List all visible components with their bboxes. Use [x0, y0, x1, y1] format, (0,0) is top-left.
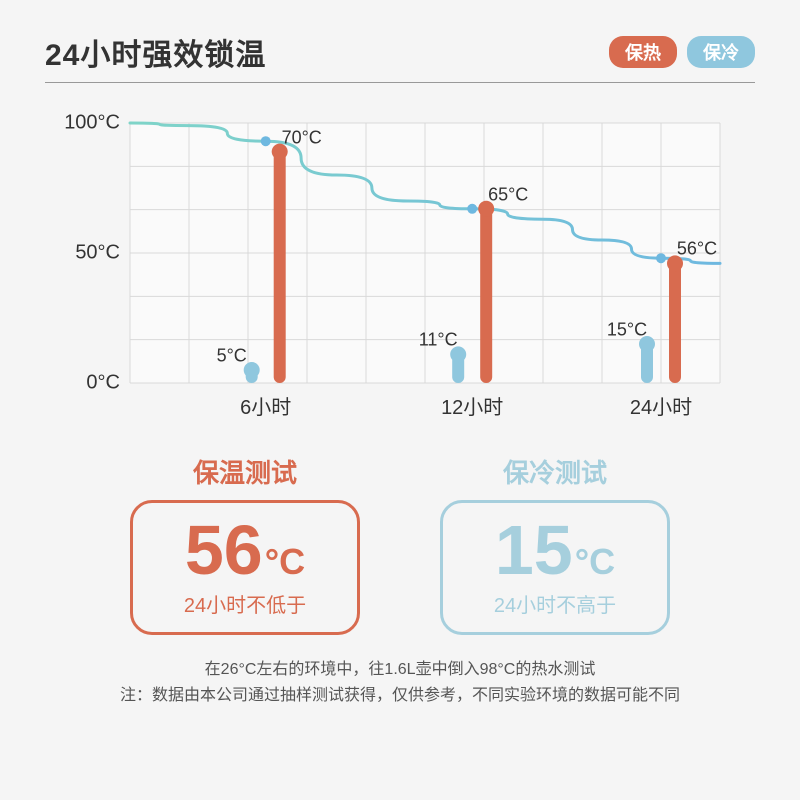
- result-hot-unit: °C: [265, 544, 305, 580]
- bar-label-hot-2: 56°C: [677, 239, 717, 260]
- bar-label-cold-0: 5°C: [217, 346, 247, 367]
- bar-label-hot-1: 65°C: [488, 184, 528, 205]
- badge-cold: 保冷: [687, 36, 755, 68]
- header: 24小时强效锁温 保热 保冷: [45, 30, 755, 83]
- results-row: 保温测试 56°C 24小时不低于 保冷测试 15°C 24小时不高于: [45, 453, 755, 635]
- result-cold-title: 保冷测试: [440, 453, 670, 490]
- result-hot: 保温测试 56°C 24小时不低于: [130, 453, 360, 635]
- y-label-0: 0°C: [86, 372, 120, 395]
- y-label-1: 50°C: [75, 242, 120, 265]
- footnote-line2: 注：数据由本公司通过抽样测试获得，仅供参考，不同实验环境的数据可能不同: [45, 683, 755, 709]
- result-cold-box: 15°C 24小时不高于: [440, 500, 670, 635]
- footnote: 在26°C左右的环境中，往1.6L壶中倒入98°C的热水测试 注：数据由本公司通…: [45, 657, 755, 708]
- result-hot-number: 56: [185, 515, 263, 585]
- y-label-2: 100°C: [64, 112, 120, 135]
- bar-label-cold-2: 15°C: [607, 320, 647, 341]
- result-hot-value: 56°C: [185, 515, 305, 585]
- x-label-0: 6小时: [240, 391, 291, 420]
- result-hot-box: 56°C 24小时不低于: [130, 500, 360, 635]
- footnote-line1: 在26°C左右的环境中，往1.6L壶中倒入98°C的热水测试: [45, 657, 755, 683]
- result-cold-number: 15: [495, 515, 573, 585]
- badge-group: 保热 保冷: [609, 36, 755, 68]
- result-cold: 保冷测试 15°C 24小时不高于: [440, 453, 670, 635]
- page-title: 24小时强效锁温: [45, 30, 266, 74]
- result-cold-unit: °C: [575, 544, 615, 580]
- result-hot-sub: 24小时不低于: [161, 589, 329, 618]
- x-label-1: 12小时: [441, 391, 503, 420]
- temperature-chart: 5°C70°C11°C65°C15°C56°C6小时12小时24小时0°C50°…: [60, 103, 740, 413]
- x-label-2: 24小时: [630, 391, 692, 420]
- bar-label-cold-1: 11°C: [419, 330, 458, 351]
- result-cold-sub: 24小时不高于: [471, 589, 639, 618]
- result-hot-title: 保温测试: [130, 453, 360, 490]
- badge-hot: 保热: [609, 36, 677, 68]
- result-cold-value: 15°C: [495, 515, 615, 585]
- bar-label-hot-0: 70°C: [282, 127, 322, 148]
